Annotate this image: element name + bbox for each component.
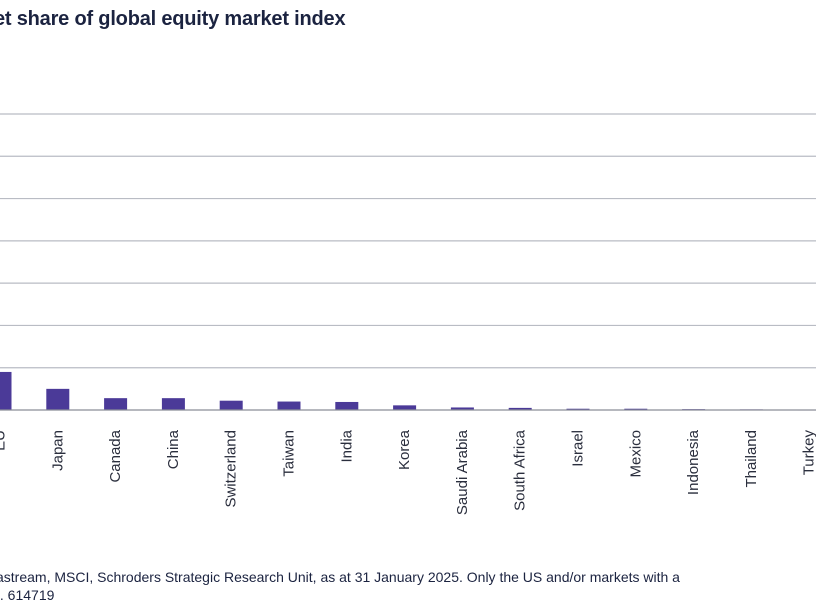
bar-korea [393, 405, 417, 410]
x-tick-label: Japan [49, 430, 66, 471]
x-tick-label: Indonesia [685, 429, 702, 495]
bars [0, 371, 816, 411]
bar-saudi-arabia [450, 407, 474, 410]
chart-title: et share of global equity market index [0, 8, 346, 30]
bar-south-africa [508, 407, 532, 410]
x-tick-label: EU [0, 430, 9, 451]
x-tick-label: Saudi Arabia [454, 429, 471, 515]
gridlines [0, 113, 816, 369]
bar-canada [104, 398, 128, 410]
bar-mexico [624, 408, 648, 410]
bar-japan [46, 388, 70, 410]
x-tick-label: Switzerland [223, 430, 240, 508]
bar-china [161, 398, 185, 410]
bar-taiwan [277, 401, 301, 410]
bar-eu [0, 371, 12, 410]
source-footnote-2: t. 614719 [0, 587, 55, 603]
x-tick-label: Korea [396, 429, 413, 470]
x-tick-label: Mexico [627, 430, 644, 478]
x-tick-label: Taiwan [281, 430, 298, 477]
bar-india [335, 401, 359, 410]
x-tick-label: Israel [570, 430, 587, 467]
x-tick-label: Turkey [801, 430, 816, 476]
x-tick-labels: EU Japan Canada China Switzerland Taiwan India… [0, 429, 816, 515]
x-tick-label: China [165, 429, 182, 469]
bar-switzerland [219, 400, 243, 410]
x-tick-label: India [338, 429, 355, 462]
x-tick-label: Canada [107, 429, 124, 482]
x-tick-label: South Africa [512, 429, 529, 511]
source-footnote: astream, MSCI, Schroders Strategic Resea… [0, 569, 680, 585]
bar-israel [566, 408, 590, 410]
x-tick-label: Thailand [743, 430, 760, 488]
